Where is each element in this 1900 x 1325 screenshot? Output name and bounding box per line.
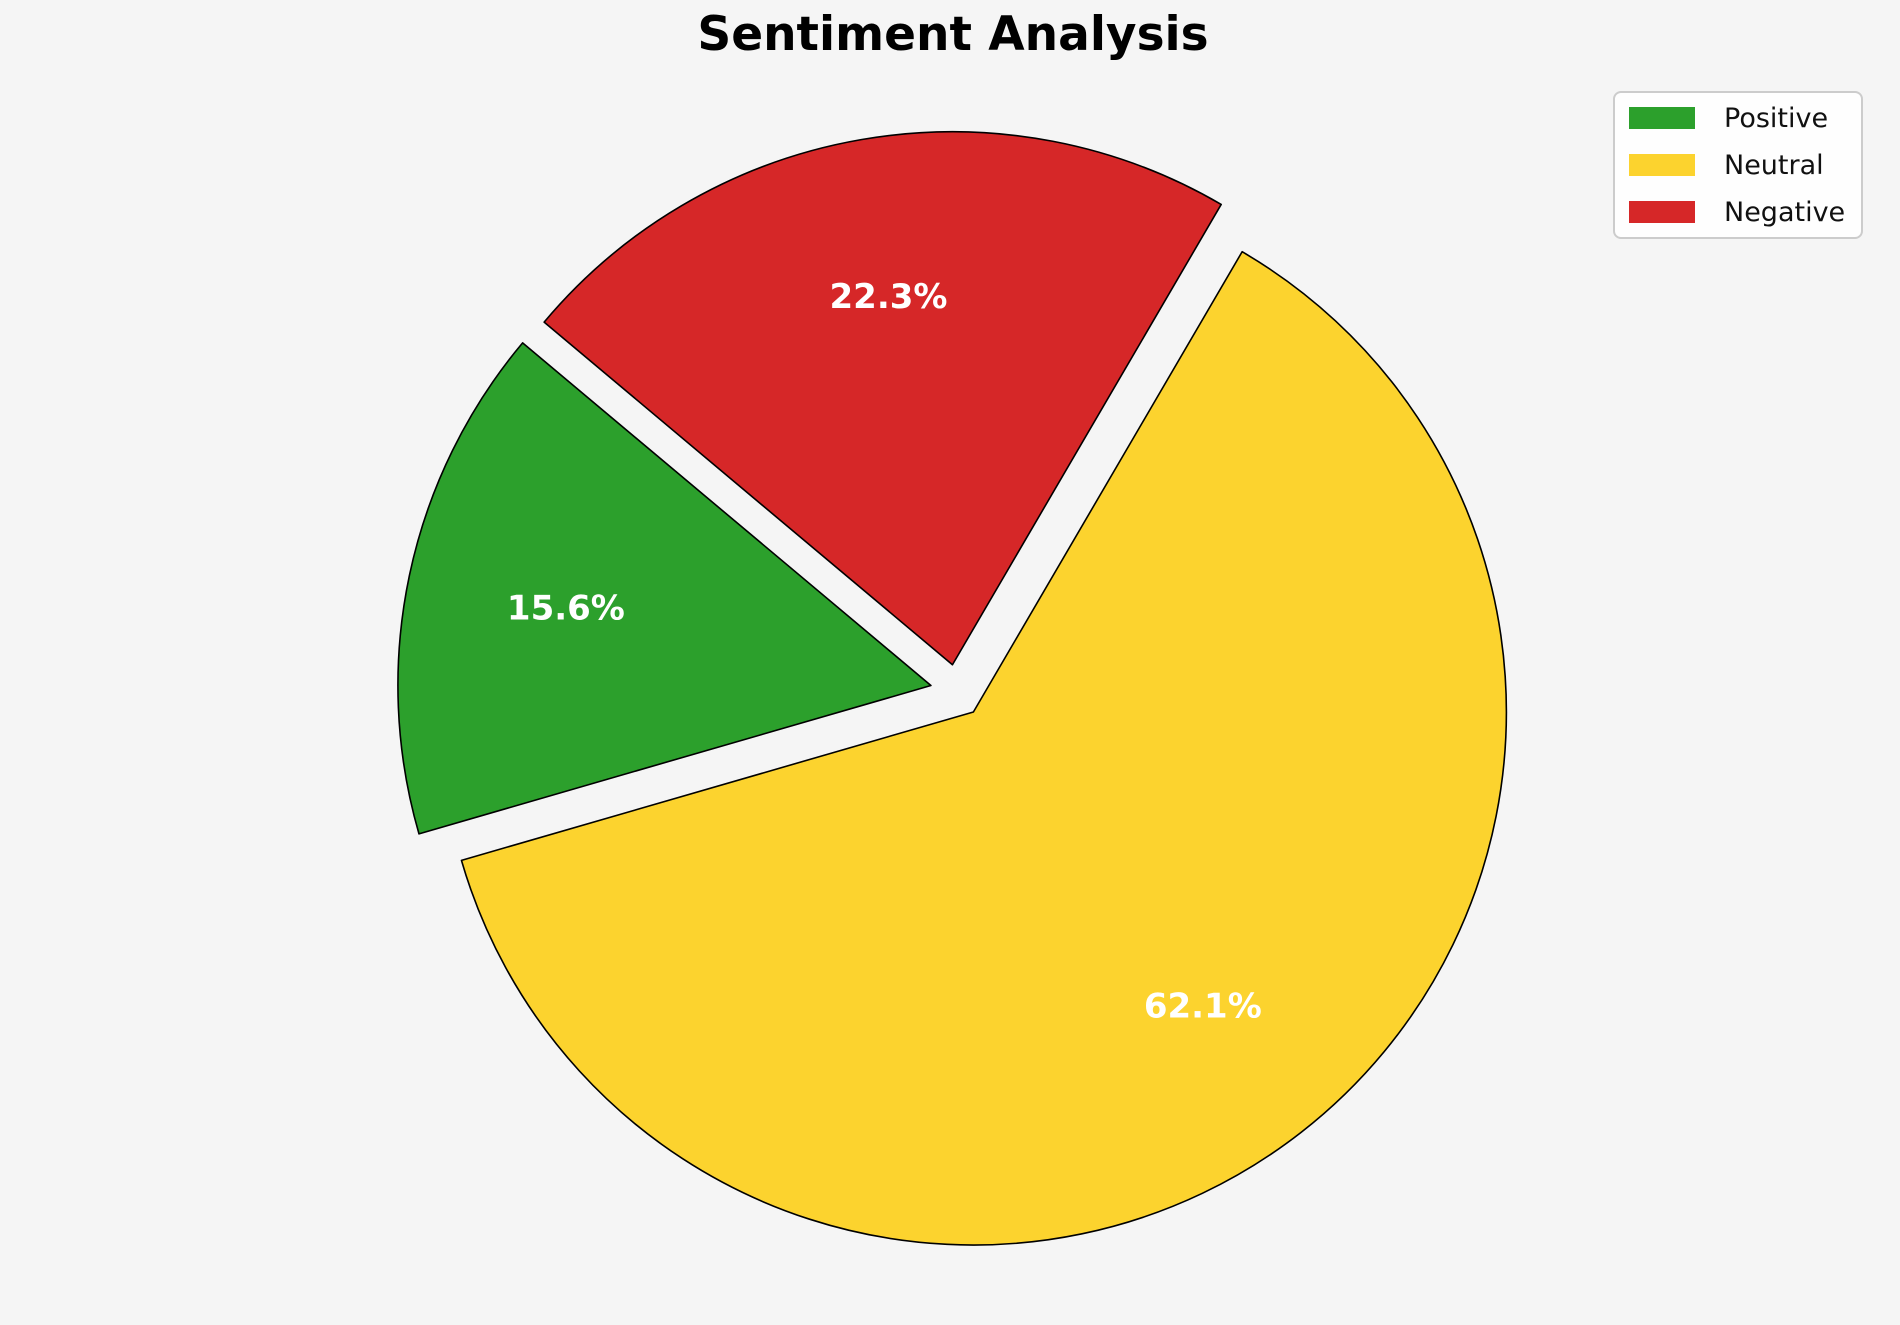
pie-slice-negative (543, 130, 1222, 666)
legend-item-positive-label: Positive (1724, 102, 1829, 134)
legend: Positive Neutral Negative (1613, 91, 1863, 239)
pie-slice-positive (397, 342, 932, 835)
legend-item-negative: Negative (1629, 196, 1847, 228)
legend-item-negative-label: Negative (1724, 196, 1846, 228)
pie-slice-pct-label-neutral: 62.1% (1144, 986, 1262, 1026)
pie-slice-pct-label-positive: 15.6% (507, 588, 625, 628)
chart-title: Sentiment Analysis (697, 7, 1209, 62)
pie-slice-neutral (460, 250, 1508, 1246)
legend-item-neutral: Neutral (1629, 149, 1847, 181)
legend-item-positive: Positive (1629, 102, 1847, 134)
pie-slice-pct-label-negative: 22.3% (830, 277, 948, 317)
legend-swatch-neutral (1629, 154, 1695, 176)
legend-item-neutral-label: Neutral (1724, 149, 1824, 181)
legend-swatch-negative (1629, 201, 1695, 223)
legend-swatch-positive (1629, 107, 1695, 129)
